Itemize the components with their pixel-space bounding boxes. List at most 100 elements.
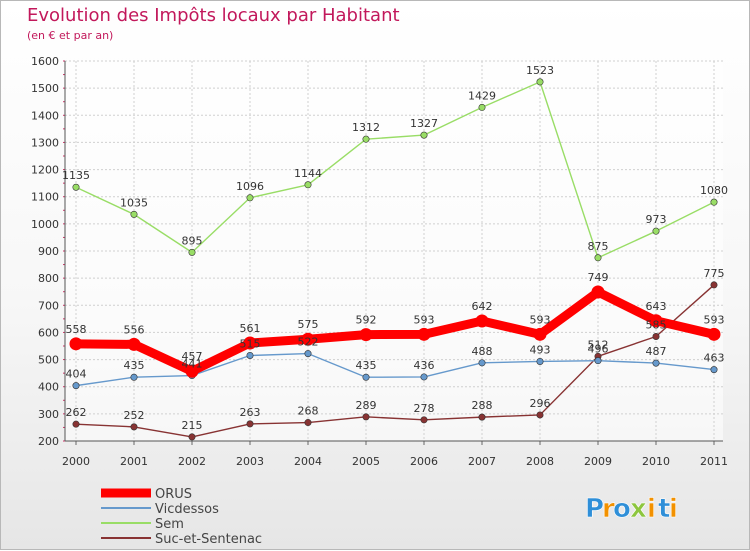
y-tick-label: 200 (38, 435, 59, 448)
data-label-orus: 457 (182, 350, 203, 363)
data-label-vicdessos: 404 (66, 368, 87, 381)
data-label-sem: 1523 (526, 64, 554, 77)
y-tick-label: 1600 (31, 55, 59, 68)
x-tick-label: 2007 (468, 455, 496, 468)
point-suc-et-sentenac (72, 420, 80, 428)
x-tick-label: 2008 (526, 455, 554, 468)
point-suc-et-sentenac (652, 332, 660, 340)
data-label-suc-et-sentenac: 289 (356, 399, 377, 412)
series-line-sem (75, 81, 715, 259)
series-line-orus (71, 287, 719, 376)
point-suc-et-sentenac (246, 420, 254, 428)
data-label-sem: 895 (182, 234, 203, 247)
data-label-sem: 1096 (236, 180, 264, 193)
data-label-layer: 262 252 215 263 268 289 278 288 296 512 585 775 1135… (62, 64, 728, 432)
point-suc-et-sentenac (130, 423, 138, 431)
data-label-sem: 1035 (120, 196, 148, 209)
series-layer (69, 78, 721, 441)
x-tick-label: 2004 (294, 455, 322, 468)
y-tick-label: 800 (38, 272, 59, 285)
point-vicdessos (130, 373, 138, 381)
point-sem (362, 135, 370, 143)
y-tick-label: 1400 (31, 109, 59, 122)
point-orus (69, 337, 83, 351)
x-tick-label: 2002 (178, 455, 206, 468)
point-vicdessos (594, 357, 602, 365)
legend-label-vicdessos: Vicdessos (155, 502, 219, 517)
point-suc-et-sentenac (478, 413, 486, 421)
data-label-vicdessos: 493 (530, 343, 551, 356)
data-label-suc-et-sentenac: 262 (66, 406, 87, 419)
point-suc-et-sentenac (710, 281, 718, 289)
data-label-suc-et-sentenac: 585 (646, 319, 667, 332)
point-sem (188, 248, 196, 256)
data-label-suc-et-sentenac: 252 (124, 409, 145, 422)
point-orus (185, 364, 199, 378)
data-label-vicdessos: 515 (240, 338, 261, 351)
point-sem (304, 181, 312, 189)
data-label-suc-et-sentenac: 775 (704, 267, 725, 280)
data-label-orus: 593 (704, 313, 725, 326)
data-label-suc-et-sentenac: 263 (240, 406, 261, 419)
data-label-sem: 875 (588, 240, 609, 253)
point-suc-et-sentenac (188, 433, 196, 441)
data-label-suc-et-sentenac: 288 (472, 399, 493, 412)
data-label-suc-et-sentenac: 278 (414, 402, 435, 415)
data-label-orus: 643 (646, 300, 667, 313)
point-sem (652, 227, 660, 235)
y-tick-label: 500 (38, 354, 59, 367)
logo-letter: i (669, 494, 678, 524)
y-tick-label: 400 (38, 381, 59, 394)
data-label-orus: 642 (472, 300, 493, 313)
point-vicdessos (304, 350, 312, 358)
point-vicdessos (536, 357, 544, 365)
point-suc-et-sentenac (420, 416, 428, 424)
point-sem (536, 78, 544, 86)
point-vicdessos (246, 351, 254, 359)
y-tick-label: 1300 (31, 136, 59, 149)
data-label-suc-et-sentenac: 215 (182, 419, 203, 432)
series-line-suc-et-sentenac (75, 284, 715, 438)
point-sem (710, 198, 718, 206)
data-label-vicdessos: 496 (588, 343, 609, 356)
logo-letter: t (658, 494, 670, 524)
data-label-vicdessos: 441 (182, 358, 203, 371)
point-sem (478, 103, 486, 111)
point-sem (130, 210, 138, 218)
x-tick-label: 2001 (120, 455, 148, 468)
y-tick-label: 1100 (31, 191, 59, 204)
data-label-sem: 1327 (410, 117, 438, 130)
point-orus (533, 327, 547, 341)
data-label-vicdessos: 435 (124, 359, 145, 372)
logo-letter: r (602, 494, 615, 524)
point-orus (301, 332, 315, 346)
y-tick-label: 700 (38, 299, 59, 312)
point-vicdessos (362, 373, 370, 381)
y-tick-label: 1000 (31, 218, 59, 231)
legend-label-orus: ORUS (155, 487, 192, 502)
y-tick-label: 1200 (31, 164, 59, 177)
data-label-vicdessos: 435 (356, 359, 377, 372)
data-label-orus: 749 (588, 271, 609, 284)
point-orus (243, 336, 257, 350)
point-vicdessos (652, 359, 660, 367)
chart-subtitle: (en € et par an) (27, 29, 114, 42)
data-label-suc-et-sentenac: 296 (530, 397, 551, 410)
point-vicdessos (420, 373, 428, 381)
x-tick-label: 2009 (584, 455, 612, 468)
y-tick-label: 900 (38, 245, 59, 258)
axis-layer: 200 300 400 500 600 700 800 900 1000 1100 1200 1300… (31, 55, 728, 468)
point-orus (475, 314, 489, 328)
point-vicdessos (710, 366, 718, 374)
data-label-orus: 561 (240, 322, 261, 335)
proxiti-logo: Pro x i ti (585, 494, 679, 525)
logo-letter: P (585, 494, 604, 524)
data-label-vicdessos: 436 (414, 359, 435, 372)
point-suc-et-sentenac (536, 411, 544, 419)
data-label-orus: 556 (124, 323, 145, 336)
data-label-vicdessos: 488 (472, 345, 493, 358)
point-orus (127, 337, 141, 351)
point-vicdessos (72, 382, 80, 390)
